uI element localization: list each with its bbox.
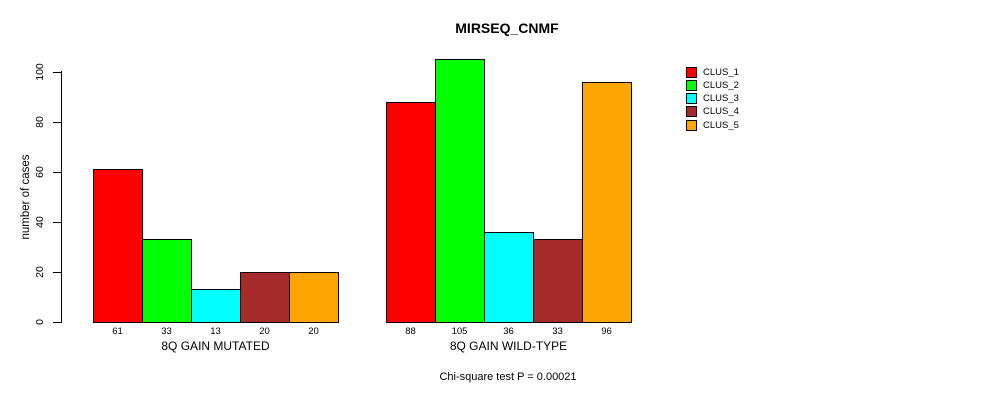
bar-value-label: 36	[503, 326, 514, 337]
y-axis-tick-label: 100	[34, 63, 46, 81]
y-axis-tick	[53, 172, 61, 173]
legend-label-clus_3: CLUS_3	[703, 93, 739, 105]
bar-value-label: 61	[112, 326, 123, 337]
bar-value-label: 20	[259, 326, 270, 337]
y-axis-tick	[53, 222, 61, 223]
legend-label-clus_4: CLUS_4	[703, 106, 739, 118]
bar-clus_3-group-2	[484, 232, 534, 323]
y-axis-tick	[53, 122, 61, 123]
legend-swatch-clus_5	[686, 119, 697, 131]
bar-value-label: 33	[552, 326, 563, 337]
y-axis-tick-label: 80	[34, 116, 46, 128]
bar-clus_5-group-1	[289, 272, 339, 323]
y-axis-tick-label: 60	[34, 166, 46, 178]
legend-swatch-clus_1	[686, 66, 697, 78]
bar-clus_2-group-2	[435, 59, 485, 323]
legend-swatch-clus_4	[686, 106, 697, 118]
bar-value-label: 20	[308, 326, 319, 337]
bar-clus_5-group-2	[582, 82, 632, 323]
y-axis-tick	[53, 72, 61, 73]
bar-clus_4-group-2	[533, 239, 583, 323]
bar-clus_1-group-1	[93, 169, 143, 323]
group-label-8q-gain-mutated: 8Q GAIN MUTATED	[161, 339, 270, 353]
bar-clus_1-group-2	[386, 102, 436, 323]
legend-swatch-clus_2	[686, 79, 697, 91]
legend-label-clus_1: CLUS_1	[703, 66, 739, 78]
group-label-8q-gain-wild-type: 8Q GAIN WILD-TYPE	[449, 339, 568, 353]
legend-swatch-clus_3	[686, 93, 697, 105]
bar-value-label: 88	[405, 326, 416, 337]
y-axis-tick-label: 40	[34, 216, 46, 228]
bar-value-label: 105	[451, 326, 468, 337]
bar-value-label: 96	[601, 326, 612, 337]
y-axis-tick-label: 0	[34, 319, 46, 325]
y-axis-tick	[53, 272, 61, 273]
bar-value-label: 13	[210, 326, 221, 337]
bar-value-label: 33	[161, 326, 172, 337]
chi-square-annotation: Chi-square test P = 0.00021	[439, 371, 577, 383]
y-axis-line	[61, 71, 62, 323]
chart-title: MIRSEQ_CNMF	[455, 20, 559, 36]
bar-clus_3-group-1	[191, 289, 241, 323]
y-axis-title: number of cases	[20, 154, 32, 240]
y-axis-tick-label: 20	[34, 266, 46, 278]
legend-label-clus_5: CLUS_5	[703, 119, 739, 131]
bar-clus_2-group-1	[142, 239, 192, 323]
bar-clus_4-group-1	[240, 272, 290, 323]
legend-label-clus_2: CLUS_2	[703, 79, 739, 91]
y-axis-tick	[53, 322, 61, 323]
